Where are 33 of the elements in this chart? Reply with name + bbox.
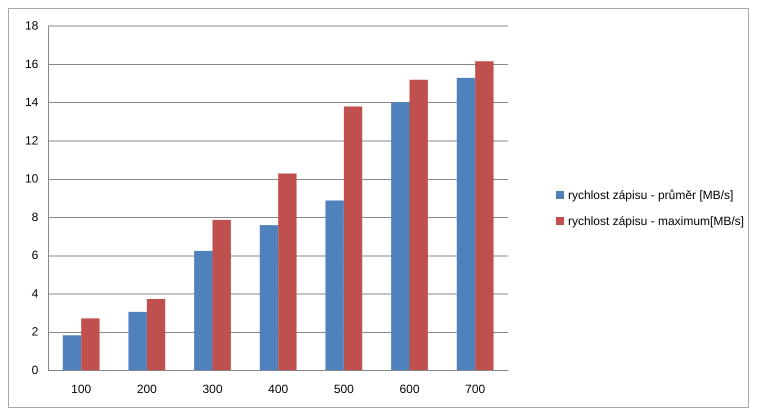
- y-tick-label: 12: [24, 133, 39, 148]
- bar: [456, 78, 476, 370]
- bar: [260, 225, 278, 370]
- y-tick-label: 16: [24, 56, 39, 71]
- bar: [410, 80, 428, 370]
- bar: [212, 220, 231, 370]
- bar: [81, 318, 100, 370]
- y-tick-label: 4: [32, 286, 39, 300]
- y-tick-label: 6: [32, 248, 39, 262]
- bar: [128, 312, 147, 370]
- x-tick-label: 300: [202, 382, 223, 396]
- y-tick-label: 2: [32, 324, 39, 339]
- bar: [475, 61, 494, 370]
- y-tick-label: 18: [24, 18, 39, 33]
- x-tick-label: 400: [268, 382, 289, 396]
- x-tick-label: 200: [136, 382, 158, 396]
- x-tick-label: 700: [465, 382, 486, 396]
- y-tick-label: 10: [24, 172, 39, 186]
- x-tick-label: 100: [71, 382, 92, 396]
- x-tick-label: 500: [334, 382, 354, 396]
- bar: [344, 106, 362, 370]
- y-tick-label: 0: [32, 362, 39, 377]
- bar: [391, 102, 410, 370]
- bar: [278, 174, 297, 370]
- y-tick-label: 8: [32, 210, 39, 224]
- x-tick-label: 600: [399, 382, 420, 396]
- bar: [325, 200, 344, 370]
- y-tick-label: 14: [24, 95, 39, 110]
- bar: [194, 250, 213, 370]
- bar: [146, 299, 166, 370]
- legend-label: rychlost zápisu - průměr [MB/s]: [568, 188, 734, 202]
- legend-label: rychlost zápisu - maximum[MB/s]: [568, 214, 744, 228]
- bar: [62, 335, 82, 370]
